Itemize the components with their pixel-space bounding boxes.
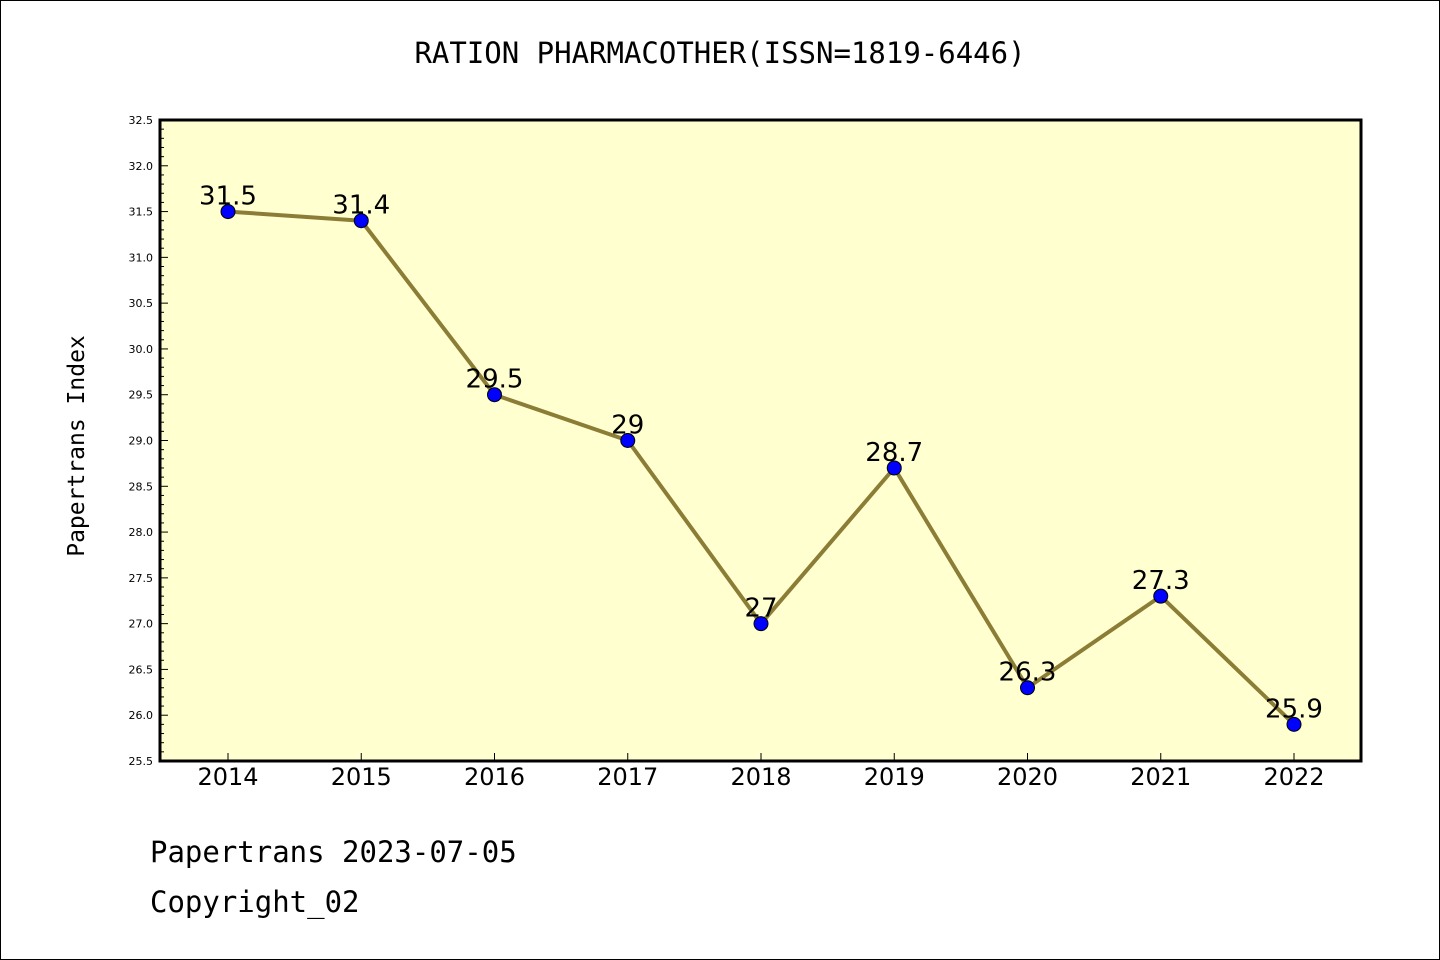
series-group: 31.5 31.4 29.5 29 27 28.7 26.3 27.3 25.9 xyxy=(199,182,1323,732)
x-tick-label: 2018 xyxy=(730,763,791,791)
data-point xyxy=(220,204,236,220)
y-tick-label: 31.5 xyxy=(129,206,154,219)
y-tick-label: 29.0 xyxy=(129,435,154,448)
data-label: 31.5 xyxy=(199,182,257,212)
data-label: 31.4 xyxy=(332,191,390,221)
y-tick-label: 31.0 xyxy=(129,251,154,264)
y-tick-label: 29.5 xyxy=(129,389,154,402)
x-tick-label: 2017 xyxy=(597,763,658,791)
x-tick-label: 2019 xyxy=(864,763,925,791)
data-label: 28.7 xyxy=(865,438,923,468)
footer-copyright: Copyright_02 xyxy=(150,885,360,919)
data-point xyxy=(620,433,636,448)
y-tick-label: 30.0 xyxy=(129,343,154,356)
y-tick-label: 27.0 xyxy=(129,618,154,631)
footer-date: Papertrans 2023-07-05 xyxy=(150,835,517,869)
y-tick-label: 25.5 xyxy=(129,755,154,768)
data-point xyxy=(753,616,769,632)
data-point xyxy=(1020,680,1035,696)
x-tick-label: 2021 xyxy=(1130,763,1191,791)
x-axis: 2014 2015 2016 2017 2018 2019 2020 2021 2022 xyxy=(197,753,1325,791)
data-label: 29.5 xyxy=(466,365,524,395)
data-point xyxy=(353,213,369,229)
x-tick-label: 2014 xyxy=(197,763,258,791)
chart-title: RATION PHARMACOTHER(ISSN=1819-6446) xyxy=(414,36,1026,70)
y-tick-label: 26.5 xyxy=(129,663,154,676)
data-label: 27.3 xyxy=(1132,566,1190,596)
data-point xyxy=(886,460,902,476)
y-tick-label: 28.0 xyxy=(129,526,154,539)
y-tick-label: 30.5 xyxy=(129,297,154,310)
y-axis-label: Papertrans Index xyxy=(64,335,90,557)
data-point xyxy=(487,387,502,403)
data-label: 29 xyxy=(611,411,644,441)
y-tick-label: 26.0 xyxy=(129,709,154,722)
data-label: 26.3 xyxy=(999,658,1057,688)
x-tick-label: 2022 xyxy=(1263,763,1324,791)
y-tick-label: 27.5 xyxy=(129,572,154,585)
data-point xyxy=(1286,716,1302,732)
data-label: 25.9 xyxy=(1265,694,1323,724)
x-tick-label: 2016 xyxy=(464,763,525,791)
x-tick-label: 2015 xyxy=(331,763,392,791)
y-tick-label: 32.0 xyxy=(129,160,154,173)
y-tick-label: 32.5 xyxy=(129,114,154,127)
x-tick-label: 2020 xyxy=(997,763,1058,791)
data-point xyxy=(1153,588,1169,604)
y-tick-label: 28.5 xyxy=(129,480,154,493)
plot-border xyxy=(158,118,1363,763)
data-label: 27 xyxy=(744,594,777,624)
